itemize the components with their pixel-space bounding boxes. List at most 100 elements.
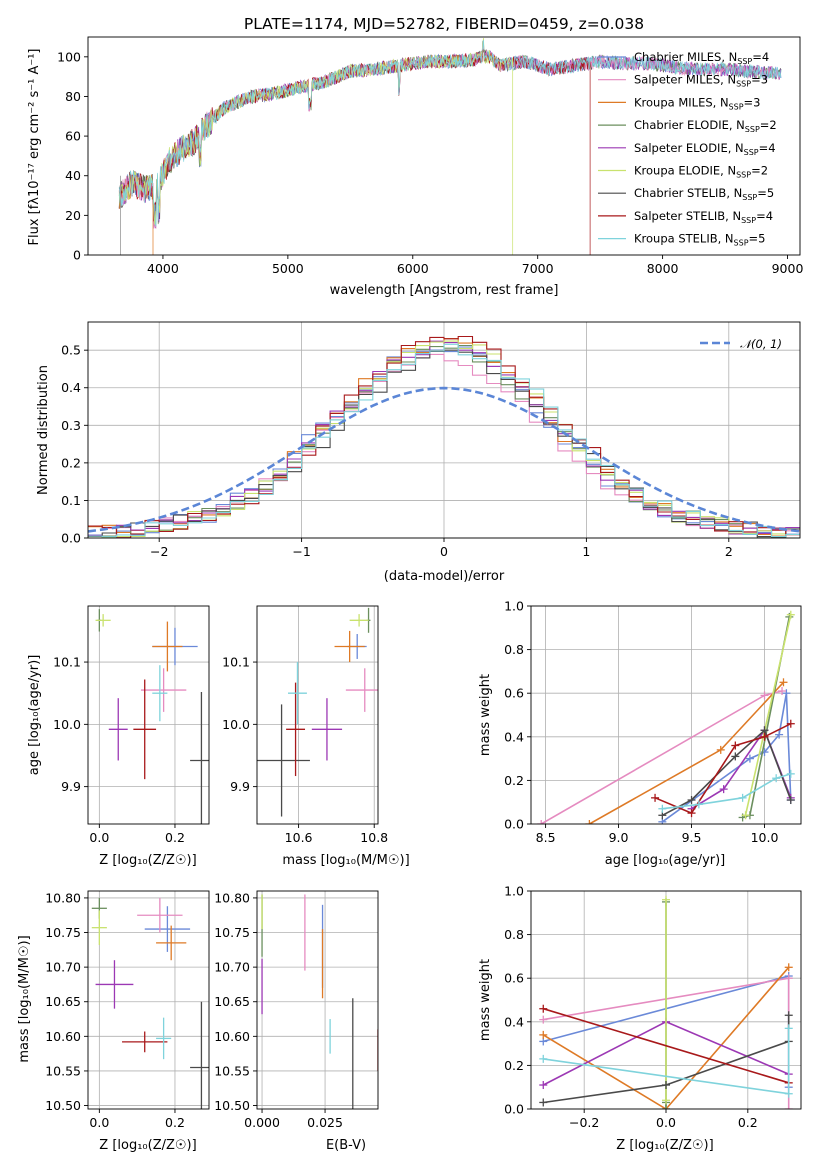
mass-weight-vs-age-frame (530, 605, 802, 825)
mass-vs-Z-axes: 0.0 0.2 10.50 10.55 10.60 10.65 10.70 10.75 10.8… (45, 890, 210, 1130)
age-vs-Z-ytick-label: 9.9 (61, 779, 81, 794)
mass-weight-vs-age-marker-1 (760, 691, 769, 700)
residual-legend-label: 𝒩(0, 1) (740, 337, 782, 351)
mass-weight-vs-Z-marker-1 (539, 1015, 548, 1024)
mass-weight-vs-Z-line-2 (542, 966, 790, 1109)
mass-weight-vs-Z-ytick-label: 1.0 (504, 884, 524, 899)
legend-label-text: Chabrier STELIB, N (634, 186, 742, 200)
mass-weight-vs-age-marker-6 (687, 796, 696, 805)
legend-label-5: Kroupa ELODIE, NSSP=2 (634, 164, 768, 180)
legend-label-sub: SSP (745, 125, 760, 134)
mass-vs-z-panel: Z [log₁₀(Z/Z☉)] mass [log₁₀(M/M☉)] (17, 935, 197, 1153)
mass-vs-Z-ytick-label: 10.80 (45, 890, 81, 905)
age-vs-Z-ticks: 0.0 0.2 9.9 10.0 10.1 (53, 655, 185, 845)
mass-weight-vs-age-xtick-label: 9.5 (682, 830, 702, 845)
mass-vs-Z-ytick-label: 10.60 (45, 1029, 81, 1044)
mass-vs-Z-point-6 (190, 1001, 209, 1109)
residuals-ytick-label: 0.1 (61, 493, 81, 508)
mass-weight-vs-age-marker-7 (687, 809, 696, 818)
mass-weight-vs-age-marker-1 (778, 687, 787, 696)
age-vs-Z-ytick-label: 10.1 (53, 655, 81, 670)
spectrum-xlabel: wavelength [Angstrom, rest frame] (330, 283, 559, 298)
age-vs-Z-grid (88, 606, 209, 824)
mass-vs-Z-point-5 (91, 910, 107, 945)
mass-vs-ebv-ytick-label: 10.50 (214, 1098, 250, 1113)
mwage-ylabel: mass weight (478, 674, 493, 756)
residuals-ytick-label: 0.0 (61, 531, 81, 546)
residuals-plot (88, 335, 800, 538)
mass-weight-vs-age-ytick-label: 0.2 (504, 773, 524, 788)
mass-weight-vs-Z-marker-6 (784, 1011, 793, 1020)
age-vs-mass-point-6 (257, 704, 310, 817)
mass-weight-vs-age-marker-6 (786, 796, 795, 805)
residuals-ytick-label: 0.4 (61, 380, 81, 395)
mass-weight-vs-Z-plot (539, 895, 793, 1109)
mass-weight-vs-age-ticks: 8.5 9.0 9.5 10.0 0.0 0.2 0.4 0.6 0.8 1.0 (504, 599, 778, 846)
mass-weight-vs-z-panel: Z [log₁₀(Z/Z☉)] mass weight (478, 959, 714, 1153)
spectrum-panel: PLATE=1174, MJD=52782, FIBERID=0459, z=0… (27, 15, 644, 298)
mass-weight-vs-Z-marker-7 (539, 1004, 548, 1013)
mass-weight-vs-age-line-5 (744, 614, 792, 816)
mass-weight-vs-age-marker-2 (585, 820, 594, 824)
residuals-xtick-label: 1 (582, 544, 590, 559)
histogram-series-8 (88, 343, 800, 538)
legend-label-6: Chabrier STELIB, NSSP=5 (634, 186, 774, 202)
massz-xlabel: Z [log₁₀(Z/Z☉)] (99, 1138, 196, 1153)
legend-label-0: Chabrier MILES, NSSP=4 (634, 50, 769, 66)
legend-label-text: Chabrier ELODIE, N (634, 118, 745, 132)
mass-weight-vs-age-ytick-label: 1.0 (504, 599, 524, 614)
mass-vs-Z-xtick-label: 0.0 (89, 1115, 109, 1130)
legend-label-sub: SSP (741, 216, 756, 225)
spectrum-ytick-label: 20 (65, 208, 81, 223)
mass-vs-Z-point-4 (95, 960, 134, 1009)
mass-weight-vs-age-ytick-label: 0.0 (504, 817, 524, 832)
spectrum-xtick-label: 8000 (647, 261, 679, 276)
mass-vs-Z-point-8 (156, 1017, 172, 1060)
mass-weight-vs-Z-marker-1 (784, 974, 793, 983)
agem-xlabel: mass [log₁₀(M/M☉)] (282, 853, 409, 868)
mass-weight-vs-age-marker-5 (741, 811, 750, 820)
legend-label-sub: SSP (736, 80, 751, 89)
mass-weight-vs-age-xtick-label: 8.5 (536, 830, 556, 845)
gaussian-reference-curve (88, 386, 800, 533)
mass-weight-vs-Z-ytick-label: 0.6 (504, 971, 524, 986)
age-vs-Z-point-1 (140, 668, 187, 712)
age-vs-mass-point-5 (349, 614, 369, 627)
age-vs-Z-point-4 (108, 698, 128, 761)
mass-weight-vs-age-line-8 (662, 773, 792, 810)
mass-weight-vs-age-marker-8 (694, 800, 703, 809)
histogram-series-7 (88, 335, 800, 538)
mass-weight-vs-Z-marker-6 (539, 1098, 548, 1107)
mass-weight-vs-age-xtick-label: 10.0 (751, 830, 779, 845)
mass-weight-vs-age-marker-8 (658, 804, 667, 813)
mass-vs-Z-ytick-label: 10.70 (45, 960, 81, 975)
mass-vs-Z-grid (88, 891, 209, 1109)
age-vs-mass-ticks: 10.6 10.8 9.9 10.0 10.1 (222, 655, 388, 845)
age-vs-mass-plot (257, 607, 378, 817)
legend-label-sub: SSP (744, 148, 759, 157)
mass-weight-vs-age-marker-7 (786, 719, 795, 728)
mass-vs-Z-ticks: 0.0 0.2 10.50 10.55 10.60 10.65 10.70 10.75 10.8… (45, 890, 185, 1130)
age-vs-mass-point-2 (334, 630, 365, 663)
age-vs-mass-ytick-label: 10.1 (222, 655, 250, 670)
mwz-ylabel: mass weight (478, 959, 493, 1041)
mass-weight-vs-Z-line-7 (543, 1007, 789, 1084)
legend-label-suffix: =4 (759, 141, 776, 155)
mass-weight-vs-age-marker-6 (731, 752, 740, 761)
mass-weight-vs-age-marker-4 (719, 785, 728, 794)
mass-weight-vs-Z-marker-8 (784, 1024, 793, 1033)
mass-weight-vs-Z-ytick-label: 0.0 (504, 1102, 524, 1117)
age-vs-mass-point-4 (311, 698, 343, 761)
legend-label-sub: SSP (742, 193, 757, 202)
age-vs-Z-point-2 (152, 621, 183, 672)
mass-weight-vs-age-line-0 (661, 693, 792, 823)
mass-vs-Z-point-0 (144, 906, 191, 952)
residuals-ticks: −2 −1 0 1 2 0.0 0.1 0.2 0.3 0.4 0.5 (61, 343, 733, 559)
residuals-ytick-label: 0.2 (61, 455, 81, 470)
mass-weight-vs-age-marker-5 (786, 610, 795, 619)
age-vs-mass-xtick-label: 10.6 (285, 830, 313, 845)
legend-label-4: Salpeter ELODIE, NSSP=4 (634, 141, 776, 157)
mass-vs-Z-point-1 (137, 897, 183, 933)
mass-vs-ebv-xtick-label: 0.025 (307, 1115, 343, 1130)
